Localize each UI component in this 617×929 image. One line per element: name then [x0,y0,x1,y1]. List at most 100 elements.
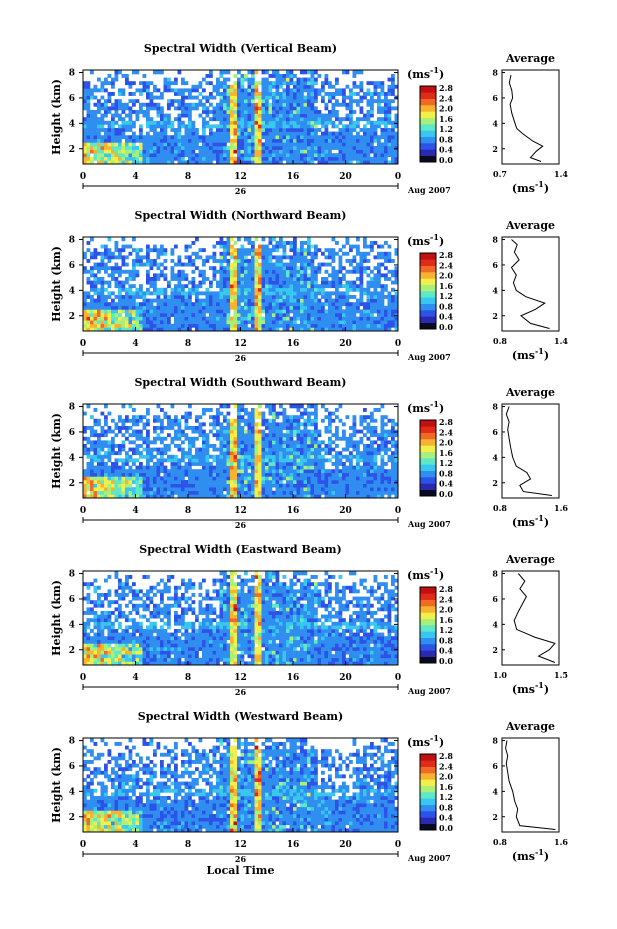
heatmap-cell [177,113,182,118]
heatmap-cell [370,248,374,253]
heatmap-cell [181,302,185,307]
heatmap-cell [121,444,126,448]
heatmap-cell [237,302,241,307]
heatmap-cell [128,269,133,274]
heatmap-cell [237,411,241,416]
heatmap-cell [258,480,262,484]
heatmap-cell [160,494,164,499]
heatmap-cell [272,415,276,420]
heatmap-cell [387,131,392,136]
heatmap-cell [338,248,343,253]
heatmap-cell [268,327,273,332]
heatmap-cell [394,305,399,310]
heatmap-cell [118,248,122,253]
heatmap-cell [279,476,283,481]
heatmap-cell [177,149,182,154]
heatmap-cell [233,451,238,456]
heatmap-cell [293,444,297,448]
heatmap-cell [251,298,255,303]
heatmap-cell [139,316,143,321]
heatmap-cell [356,266,360,271]
heatmap-cell [261,418,266,423]
heatmap-cell [177,287,182,292]
heatmap-cell [128,244,133,249]
heatmap-cell [118,494,122,499]
heatmap-cell [181,153,185,158]
heatmap-cell [114,153,119,158]
heatmap-cell [107,74,112,78]
heatmap-cell [209,316,213,321]
heatmap-cell [265,454,269,459]
heatmap-cell [300,88,304,93]
heatmap-cell [254,415,259,420]
heatmap-cell [261,156,266,161]
heatmap-cell [167,295,171,299]
heatmap-cell [359,302,364,307]
heatmap-cell [160,327,164,332]
heatmap-cell [223,142,227,147]
heatmap-cell [275,426,280,430]
heatmap-cell [272,444,276,448]
heatmap-cell [335,88,339,93]
colorbar-unit-close: ) [439,68,444,81]
heatmap-cell [205,458,210,463]
heatmap-cell [184,149,189,154]
heatmap-cell [104,444,108,448]
heatmap-cell [251,327,255,332]
heatmap-cell [202,316,206,321]
average-xlabel-exp: -1 [535,179,544,189]
heatmap-cell [181,106,185,111]
heatmap-cell [181,451,185,456]
heatmap-cell [356,120,360,125]
heatmap-cell [107,309,112,314]
heatmap-cell [377,84,381,89]
heatmap-cell [100,323,105,328]
heatmap-cell [83,472,87,477]
heatmap-cell [272,447,276,452]
heatmap-cell [104,106,108,111]
heatmap-cell [93,266,98,271]
heatmap-cell [121,146,126,150]
heatmap-cell [251,305,255,310]
heatmap-cell [275,313,280,317]
heatmap-cell [139,295,143,299]
heatmap-cell [307,110,311,114]
heatmap-cell [237,131,241,136]
heatmap-cell [331,327,336,332]
heatmap-cell [139,149,143,154]
heatmap-cell [93,251,98,256]
heatmap-cell [167,323,171,328]
heatmap-cell [240,110,245,114]
heatmap-cell [170,476,175,481]
heatmap-cell [272,433,276,438]
heatmap-cell [265,262,269,267]
heatmap-cell [247,454,252,459]
heatmap-cell [314,287,318,292]
heatmap-cell [128,480,133,484]
heatmap-cell [244,429,248,434]
heatmap-cell [114,149,119,154]
heatmap-cell [181,469,185,474]
heatmap-cell [202,88,206,93]
heatmap-cell [83,483,87,488]
heatmap-cell [230,280,234,285]
heatmap-cell [174,295,178,299]
heatmap-cell [125,458,129,463]
heatmap-cell [188,149,192,154]
heatmap-cell [223,124,227,129]
heatmap-cell [202,408,206,412]
heatmap-cell [86,99,91,104]
heatmap-cell [289,451,294,456]
heatmap-cell [261,316,266,321]
heatmap-cell [195,327,199,332]
heatmap-cell [272,269,276,274]
heatmap-cell [216,429,220,434]
heatmap-cell [167,156,171,161]
heatmap-cell [223,102,227,107]
heatmap-cell [142,305,147,310]
heatmap-cell [188,469,192,474]
heatmap-cell [261,295,266,299]
heatmap-cell [303,469,308,474]
heatmap-cell [209,156,213,161]
heatmap-cell [114,487,119,492]
